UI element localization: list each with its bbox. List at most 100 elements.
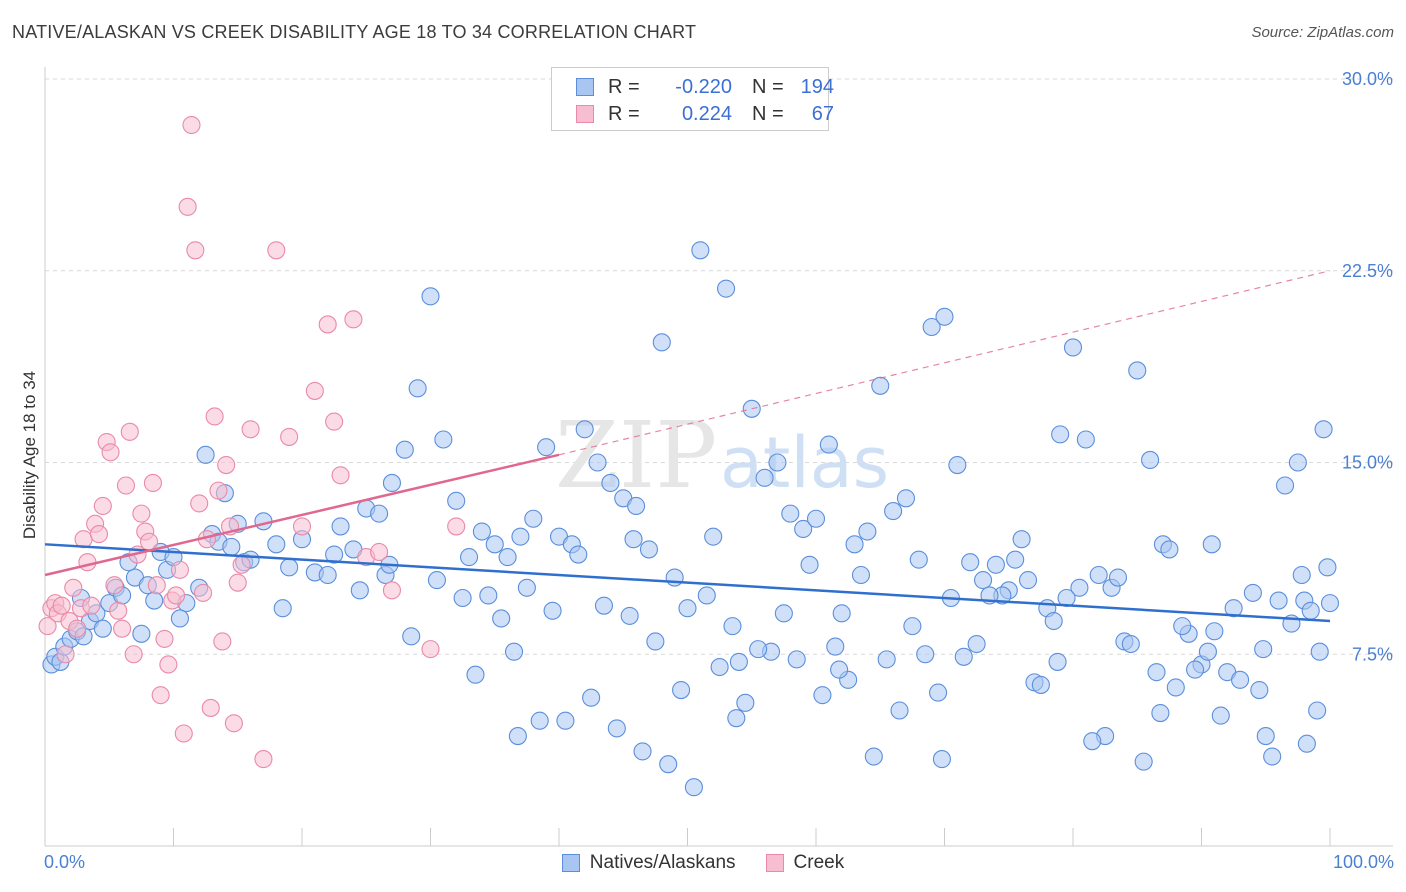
legend-n-label: N =: [752, 75, 784, 98]
series-legend-natives: Natives/Alaskans: [561, 852, 736, 874]
correlation-legend: R = -0.220 N = 194 R = 0.224 N = 67: [551, 67, 834, 131]
data-point: [864, 747, 883, 766]
data-point: [639, 540, 659, 559]
data-point: [727, 709, 746, 728]
data-point: [109, 601, 128, 620]
data-point: [382, 473, 402, 493]
y-tick-labels: 7.5% 15.0% 22.5% 30.0%: [1342, 69, 1393, 664]
data-point: [1318, 558, 1337, 577]
data-point: [1128, 361, 1147, 380]
data-point: [64, 578, 83, 597]
data-point: [453, 588, 472, 608]
data-point: [167, 586, 186, 605]
data-point: [232, 555, 251, 574]
data-point: [755, 468, 774, 487]
data-point: [402, 627, 421, 646]
series-legend: Natives/Alaskans Creek: [0, 852, 1406, 874]
data-point: [132, 504, 151, 523]
watermark-zip: ZIP: [555, 402, 717, 509]
data-point: [124, 645, 143, 664]
data-point: [832, 604, 851, 623]
legend-row-natives: R = -0.220 N = 194: [576, 75, 834, 99]
data-point: [89, 525, 109, 544]
data-point: [659, 755, 678, 774]
data-point: [254, 750, 273, 769]
data-point: [1186, 660, 1205, 679]
data-point: [627, 496, 646, 516]
data-point: [781, 504, 800, 523]
data-point: [787, 650, 806, 669]
data-point: [82, 596, 101, 615]
data-point: [954, 647, 973, 666]
data-point: [209, 481, 228, 500]
data-point: [909, 550, 928, 569]
data-point: [1166, 678, 1185, 697]
data-point: [382, 581, 402, 600]
trend-line-creek: [44, 453, 560, 577]
x-tick-marks: [44, 828, 1331, 846]
data-point: [190, 494, 209, 513]
series-legend-creek: Creek: [765, 852, 844, 874]
data-point: [543, 601, 562, 620]
data-point: [1202, 535, 1221, 554]
grid-lines: [44, 67, 1393, 847]
data-point: [68, 619, 87, 638]
data-point: [504, 642, 524, 661]
data-point: [704, 527, 723, 546]
data-point: [588, 453, 607, 472]
series-swatch-pink: [765, 854, 784, 872]
data-point: [710, 657, 729, 677]
legend-swatch-pink: [576, 105, 594, 123]
data-point: [370, 542, 389, 562]
data-point: [800, 555, 819, 574]
data-point: [1275, 476, 1295, 495]
data-point: [749, 640, 768, 659]
data-point: [932, 750, 951, 769]
data-point: [292, 517, 312, 536]
data-point: [624, 530, 643, 549]
data-point: [896, 489, 916, 508]
data-point: [716, 279, 736, 298]
data-point: [143, 473, 162, 493]
data-point: [93, 619, 112, 638]
data-point: [537, 438, 556, 457]
data-point: [434, 430, 453, 449]
data-point: [78, 553, 97, 572]
data-point: [1147, 663, 1166, 682]
y-tick-label: 30.0%: [1342, 69, 1393, 89]
legend-swatch-blue: [576, 78, 594, 96]
data-point: [1031, 675, 1050, 694]
data-point: [517, 578, 536, 597]
data-point: [851, 565, 871, 585]
data-point: [331, 466, 350, 485]
legend-row-creek: R = 0.224 N = 67: [576, 102, 834, 126]
data-point: [1224, 599, 1243, 618]
data-point: [101, 443, 120, 462]
data-point: [524, 509, 543, 528]
data-point: [113, 619, 132, 638]
data-point: [826, 637, 845, 656]
data-point: [575, 420, 594, 439]
data-point: [1243, 583, 1262, 602]
legend-n-label: N =: [752, 102, 784, 125]
legend-n-value: 67: [811, 102, 834, 125]
data-point: [582, 688, 601, 707]
data-point: [1070, 578, 1089, 597]
data-point: [729, 652, 748, 671]
data-point: [903, 617, 922, 636]
data-point: [186, 241, 205, 260]
trend-line-creek-extension: [558, 270, 1331, 456]
zipatlas-watermark: ZIP atlas: [555, 402, 889, 509]
data-point: [213, 632, 232, 651]
data-point: [1051, 425, 1070, 444]
data-point: [447, 517, 466, 536]
data-point: [794, 519, 813, 539]
data-point: [472, 522, 491, 541]
legend-r-label: R =: [608, 102, 640, 125]
data-point: [140, 532, 159, 551]
data-point: [819, 435, 838, 454]
data-point: [1018, 571, 1038, 590]
data-point: [325, 412, 344, 431]
data-point: [178, 197, 197, 216]
data-point: [421, 287, 440, 306]
